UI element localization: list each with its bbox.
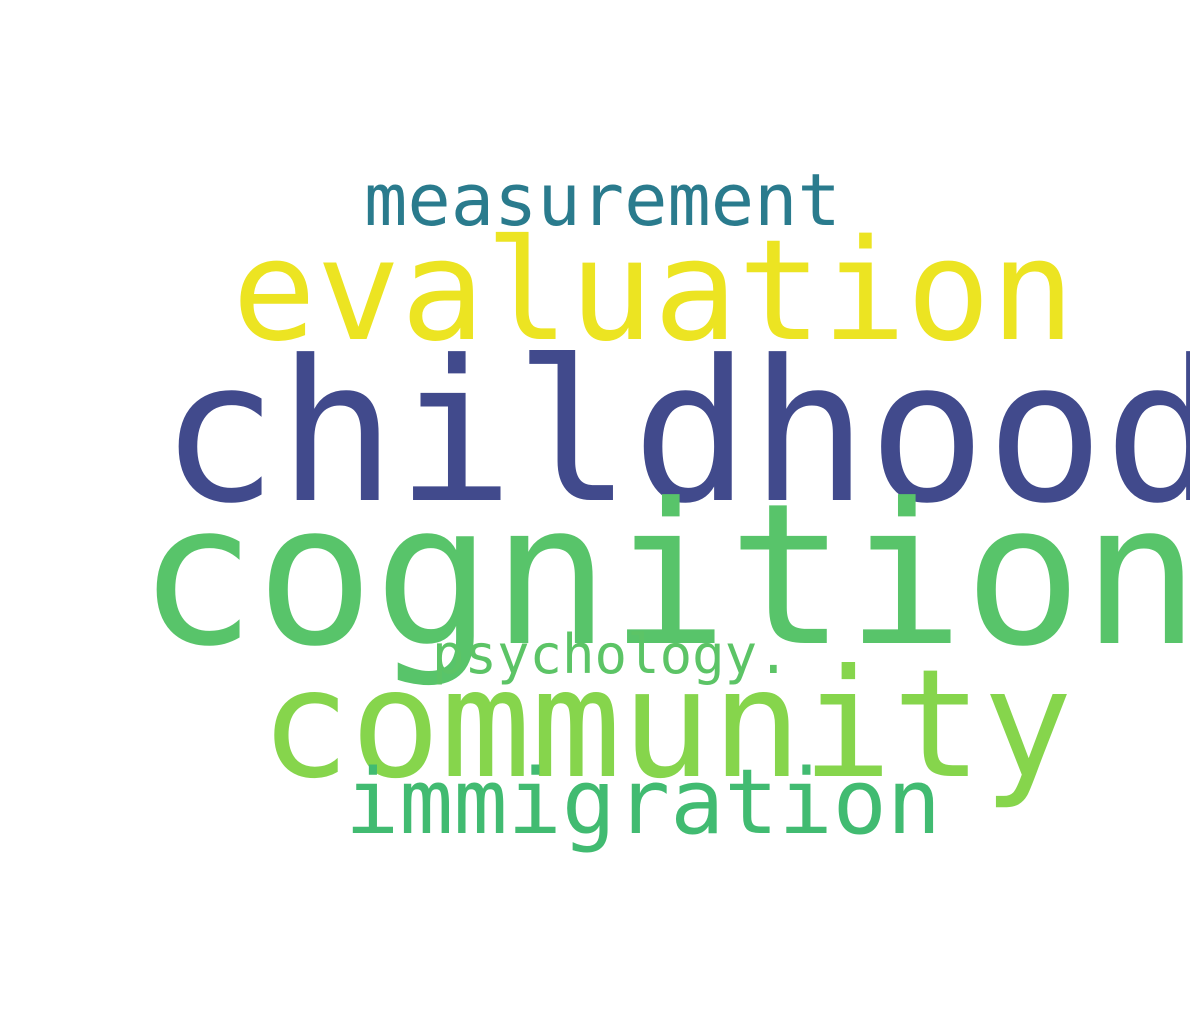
word-immigration: immigration	[345, 750, 942, 855]
word-evaluation: evaluation	[232, 210, 1075, 373]
word-psychology: psychology.	[432, 623, 790, 686]
word-measurement: measurement	[364, 158, 841, 242]
word-cognition: cognition	[138, 462, 1190, 690]
word-community: community	[260, 638, 1073, 812]
word-childhood: childhood	[160, 319, 1190, 547]
